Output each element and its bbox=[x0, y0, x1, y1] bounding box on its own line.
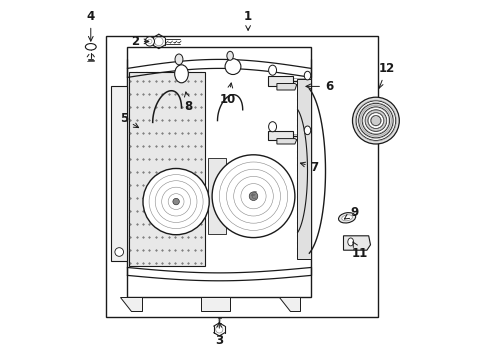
Ellipse shape bbox=[347, 238, 353, 246]
Polygon shape bbox=[276, 139, 296, 144]
Circle shape bbox=[115, 248, 123, 256]
Text: 2: 2 bbox=[130, 35, 148, 48]
Circle shape bbox=[365, 110, 386, 131]
Circle shape bbox=[352, 97, 399, 144]
Text: 11: 11 bbox=[351, 242, 367, 260]
Circle shape bbox=[172, 198, 179, 205]
Text: 5: 5 bbox=[120, 112, 138, 127]
Circle shape bbox=[355, 101, 395, 140]
Text: 6: 6 bbox=[305, 80, 332, 93]
Ellipse shape bbox=[85, 44, 96, 50]
Polygon shape bbox=[127, 47, 310, 297]
Polygon shape bbox=[111, 86, 127, 261]
Polygon shape bbox=[343, 236, 370, 250]
Polygon shape bbox=[267, 76, 292, 86]
Ellipse shape bbox=[175, 54, 183, 65]
Polygon shape bbox=[201, 297, 230, 311]
Circle shape bbox=[145, 37, 154, 46]
Polygon shape bbox=[208, 158, 226, 234]
Bar bbox=[106, 36, 377, 317]
Polygon shape bbox=[120, 297, 142, 311]
Text: 7: 7 bbox=[300, 161, 318, 174]
Circle shape bbox=[224, 59, 241, 75]
Text: 9: 9 bbox=[344, 206, 358, 219]
Ellipse shape bbox=[338, 213, 355, 223]
Circle shape bbox=[249, 192, 257, 201]
Circle shape bbox=[367, 113, 383, 129]
Ellipse shape bbox=[268, 122, 276, 132]
Circle shape bbox=[142, 168, 209, 235]
Circle shape bbox=[358, 103, 392, 138]
Ellipse shape bbox=[226, 51, 233, 60]
Text: 3: 3 bbox=[215, 323, 223, 347]
Circle shape bbox=[362, 107, 389, 134]
Text: 4: 4 bbox=[86, 10, 95, 41]
Polygon shape bbox=[267, 131, 292, 140]
Polygon shape bbox=[128, 72, 204, 266]
Ellipse shape bbox=[304, 126, 310, 135]
Ellipse shape bbox=[174, 65, 188, 83]
Ellipse shape bbox=[304, 71, 310, 80]
Text: 10: 10 bbox=[220, 83, 236, 105]
Text: 1: 1 bbox=[244, 10, 252, 30]
Circle shape bbox=[212, 155, 294, 238]
Text: €: € bbox=[250, 191, 256, 201]
Circle shape bbox=[370, 116, 380, 126]
Ellipse shape bbox=[341, 215, 352, 221]
Ellipse shape bbox=[268, 65, 276, 75]
Text: 12: 12 bbox=[378, 62, 394, 88]
Polygon shape bbox=[296, 79, 310, 259]
Text: 8: 8 bbox=[184, 92, 192, 113]
Polygon shape bbox=[278, 297, 300, 311]
Polygon shape bbox=[276, 84, 296, 90]
